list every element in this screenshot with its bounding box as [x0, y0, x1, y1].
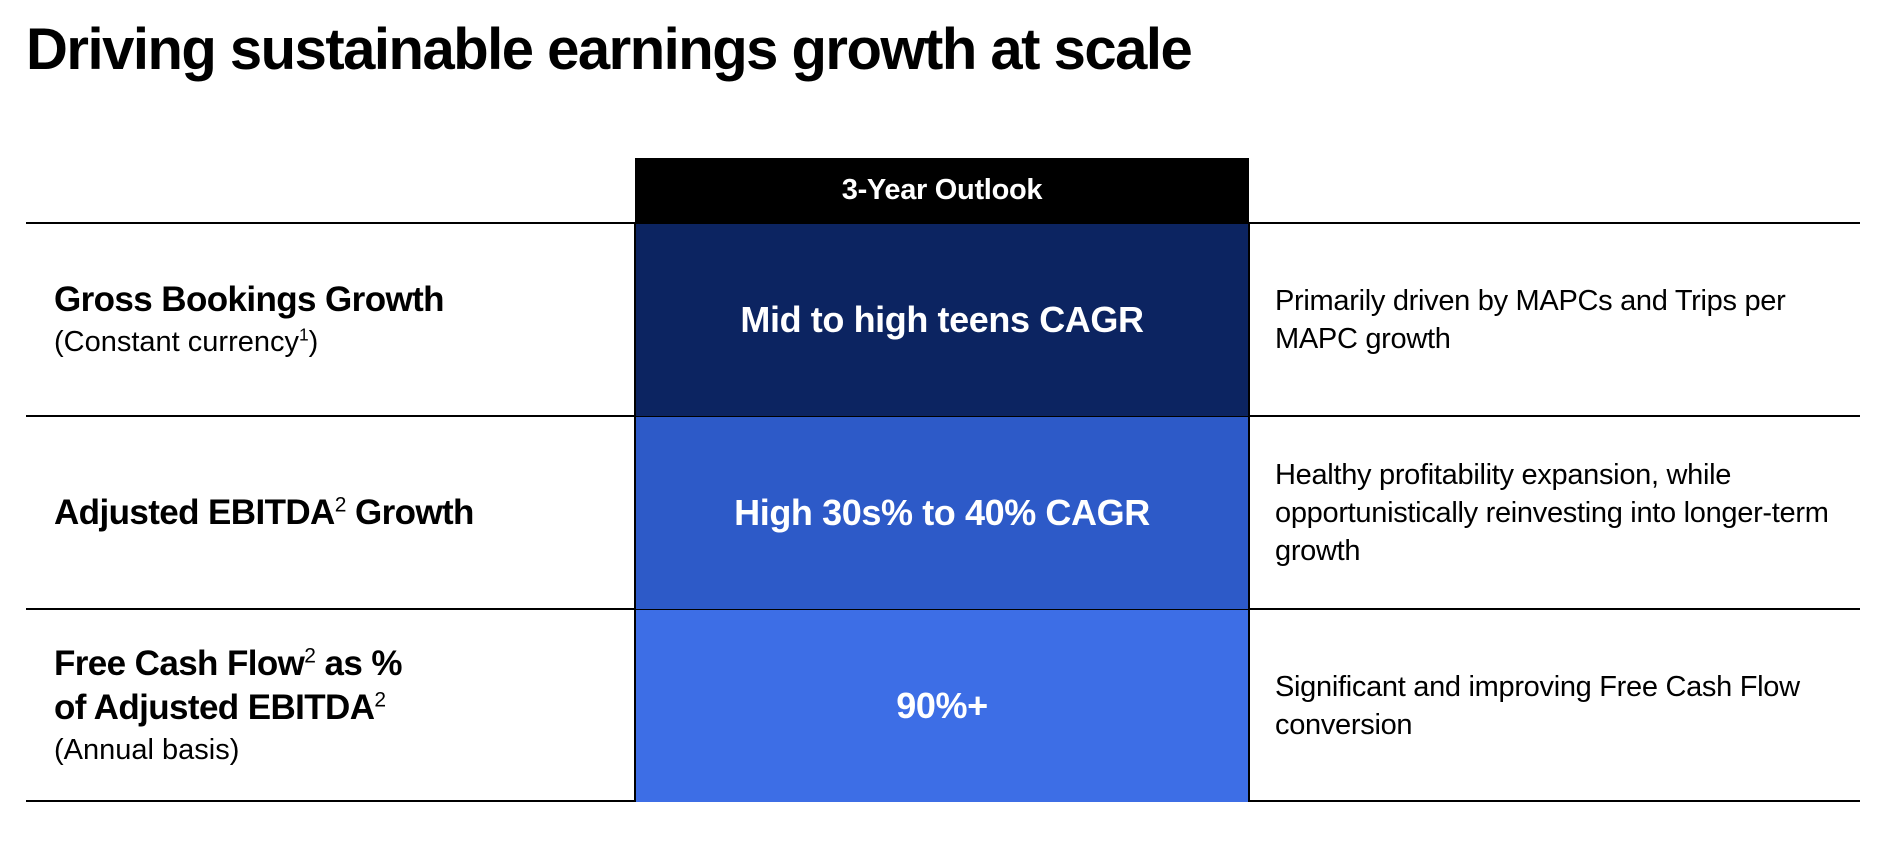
metric-label: Free Cash Flow2 as %	[54, 644, 402, 683]
table-rule-top	[26, 222, 1860, 224]
outlook-cell: 90%+	[635, 610, 1249, 802]
note-text: Primarily driven by MAPCs and Trips per …	[1275, 285, 1786, 355]
table-rule-1	[26, 415, 1860, 417]
table-row-free-cash-flow: Free Cash Flow2 as % of Adjusted EBITDA2…	[26, 610, 1860, 802]
metric-label: Adjusted EBITDA2 Growth	[54, 493, 474, 532]
footnote-marker: 2	[304, 644, 316, 668]
metric-cell: Gross Bookings Growth (Constant currency…	[54, 224, 614, 416]
outlook-cell: High 30s% to 40% CAGR	[635, 417, 1249, 609]
note-text: Healthy profitability expansion, while o…	[1275, 459, 1829, 567]
table-row-adjusted-ebitda: Adjusted EBITDA2 Growth High 30s% to 40%…	[26, 417, 1860, 609]
footnote-marker: 1	[299, 324, 309, 345]
outlook-column-header: 3-Year Outlook	[635, 158, 1249, 222]
metric-label: Gross Bookings Growth	[54, 280, 445, 319]
note-cell: Primarily driven by MAPCs and Trips per …	[1275, 224, 1855, 416]
metric-cell: Free Cash Flow2 as % of Adjusted EBITDA2…	[54, 610, 614, 802]
footnote-marker: 2	[374, 688, 386, 712]
table-row-gross-bookings: Gross Bookings Growth (Constant currency…	[26, 224, 1860, 416]
outlook-column-border-left	[634, 222, 636, 802]
footnote-marker: 2	[334, 493, 347, 517]
metric-sublabel: (Constant currency1)	[54, 324, 319, 358]
outlook-column-border-right	[1248, 222, 1250, 802]
note-text: Significant and improving Free Cash Flow…	[1275, 671, 1800, 741]
table-rule-2	[26, 608, 1860, 610]
metric-cell: Adjusted EBITDA2 Growth	[54, 417, 614, 609]
outlook-cell: Mid to high teens CAGR	[635, 224, 1249, 416]
metric-sublabel: (Annual basis)	[54, 734, 240, 766]
page-title: Driving sustainable earnings growth at s…	[26, 17, 1193, 82]
note-cell: Significant and improving Free Cash Flow…	[1275, 610, 1855, 802]
metric-label-line2: of Adjusted EBITDA2	[54, 688, 386, 727]
note-cell: Healthy profitability expansion, while o…	[1275, 417, 1855, 609]
